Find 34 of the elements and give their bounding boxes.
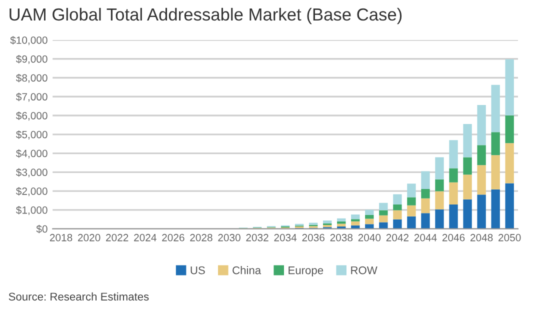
legend-label: China [232, 266, 262, 274]
chart-title: UAM Global Total Addressable Market (Base Case) [10, 8, 402, 24]
x-tick-label: 2044 [414, 234, 437, 242]
x-tick-label: 2038 [330, 234, 353, 242]
legend-label: US [190, 266, 205, 274]
x-tick-label: 2036 [302, 234, 324, 242]
x-tick-label: 2022 [106, 234, 128, 242]
y-tick-label: $10,000 [10, 36, 48, 46]
x-tick-label: 2018 [50, 234, 72, 242]
x-tick-label: 2046 [442, 234, 465, 242]
x-tick-label: 2024 [134, 234, 156, 242]
y-tick-label: $0 [36, 224, 48, 234]
x-tick-label: 2026 [162, 234, 184, 242]
legend-label: Europe [288, 266, 324, 276]
x-tick-label: 2020 [78, 234, 100, 242]
x-tick-label: 2042 [386, 234, 409, 242]
source-note: Source: Research Estimates [8, 292, 149, 301]
x-tick-label: 2048 [470, 234, 493, 242]
y-tick-label: $1,000 [16, 206, 48, 216]
y-tick-label: $9,000 [16, 54, 48, 64]
x-tick-label: 2028 [190, 234, 212, 242]
x-tick-label: 2050 [498, 234, 521, 242]
y-tick-label: $6,000 [16, 112, 48, 121]
x-tick-label: 2032 [246, 234, 268, 242]
y-tick-label: $4,000 [16, 149, 48, 158]
y-tick-label: $2,000 [16, 187, 48, 196]
y-tick-label: $7,000 [16, 92, 48, 102]
y-tick-label: $5,000 [16, 130, 48, 140]
x-tick-label: 2030 [218, 234, 240, 242]
y-tick-label: $3,000 [16, 168, 48, 178]
x-tick-label: 2034 [274, 234, 297, 242]
x-tick-label: 2040 [358, 234, 381, 242]
legend-label: ROW [351, 266, 378, 274]
y-tick-label: $8,000 [16, 74, 48, 83]
